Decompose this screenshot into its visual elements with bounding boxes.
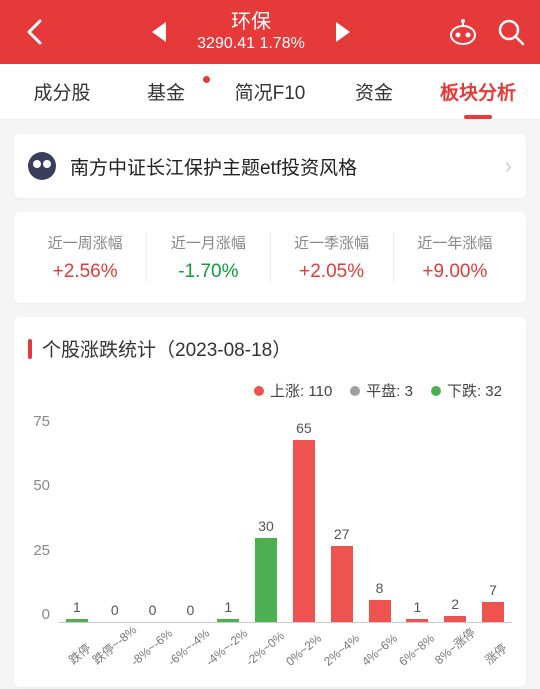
stats-section: 个股涨跌统计（2023-08-18） 上涨: 110 平盘: 3 下跌: 32 75… [14,317,526,687]
legend-dot-icon [350,386,360,396]
bar: 27 [331,546,353,622]
bar-value-label: 8 [376,580,384,596]
legend-dot-icon [254,386,264,396]
assistant-icon[interactable] [446,15,480,49]
y-axis: 7550250 [28,413,58,673]
legend-item-flat: 平盘: 3 [350,380,413,401]
bar: 65 [293,440,315,622]
bar-col: 650%~2% [285,413,323,622]
bar-x-label: -4%~-2% [203,626,250,669]
bar-col: 84%~6% [361,413,399,622]
metric-item: 近一年涨幅 +9.00% [394,232,516,283]
bar-value-label: 7 [489,582,497,598]
bar-x-label: 8%~涨停 [431,624,479,668]
back-button[interactable] [12,19,56,45]
info-card-text: 南方中证长江保护主题etf投资风格 [70,153,505,180]
header-title-block[interactable]: 环保 3290.41 1.78% [197,10,305,55]
bar-chart: 7550250 1跌停0跌停~-8%0-8%~-6%0-6%~-4%1-4%~-… [28,413,512,673]
bar-value-label: 65 [296,420,312,436]
chevron-right-icon: › [505,153,512,179]
bar-col: 0-8%~-6% [134,413,172,622]
bar: 1 [406,619,428,622]
bar-col: 30-2%~0% [247,413,285,622]
tab-成分股[interactable]: 成分股 [10,78,114,105]
bar-value-label: 1 [224,599,232,615]
bar-x-label: 涨停 [481,640,510,668]
metric-item: 近一季涨幅 +2.05% [271,232,394,283]
assistant-avatar-icon [28,152,56,180]
bar: 1 [217,619,239,622]
metric-label: 近一年涨幅 [398,232,512,253]
bar-x-label: 4%~6% [359,631,400,669]
bar-col: 0-6%~-4% [171,413,209,622]
bar-value-label: 27 [334,526,350,542]
info-card[interactable]: 南方中证长江保护主题etf投资风格 › [14,134,526,198]
bar-x-label: -2%~0% [243,629,287,669]
metric-value: +2.05% [275,261,389,283]
chart-legend: 上涨: 110 平盘: 3 下跌: 32 [28,380,512,401]
tab-资金[interactable]: 资金 [322,78,426,105]
bar-value-label: 0 [186,602,194,618]
header-title: 环保 [197,10,305,34]
header-nav: 环保 3290.41 1.78% [56,10,446,55]
header-subtitle: 3290.41 1.78% [197,34,305,55]
legend-item-up: 上涨: 110 [254,380,332,401]
bar: 2 [444,616,466,622]
bar-col: 28%~涨停 [436,413,474,622]
tab-简况F10[interactable]: 简况F10 [218,78,322,105]
bar: 30 [255,538,277,622]
bar-value-label: 0 [149,602,157,618]
metrics-card: 近一周涨幅 +2.56% 近一月涨幅 -1.70% 近一季涨幅 +2.05% 近一年涨幅 +9… [14,212,526,303]
bar-value-label: 30 [258,518,274,534]
metric-item: 近一月涨幅 -1.70% [147,232,270,283]
metric-item: 近一周涨幅 +2.56% [24,232,147,283]
section-title: 个股涨跌统计（2023-08-18） [28,335,512,362]
legend-dot-icon [431,386,441,396]
metric-label: 近一月涨幅 [151,232,265,253]
bar-col: 1跌停 [58,413,96,622]
bar-col: 1-4%~-2% [209,413,247,622]
metric-value: +9.00% [398,261,512,283]
bar-col: 0跌停~-8% [96,413,134,622]
header-actions [446,15,528,49]
bar-value-label: 1 [413,599,421,615]
bar-value-label: 0 [111,602,119,618]
bar-x-label: 2%~4% [321,631,362,669]
search-icon[interactable] [494,15,528,49]
bar-col: 7涨停 [474,413,512,622]
metric-label: 近一周涨幅 [28,232,142,253]
tab-bar: 成分股基金简况F10资金板块分析 [0,64,540,120]
bar-x-label: 0%~2% [283,631,324,669]
next-stock-button[interactable] [325,22,361,42]
bar: 8 [369,600,391,622]
content-area: 南方中证长江保护主题etf投资风格 › 近一周涨幅 +2.56% 近一月涨幅 -1.7… [0,120,540,687]
app-header: 环保 3290.41 1.78% [0,0,540,64]
bar-x-label: 6%~8% [397,631,438,669]
legend-item-down: 下跌: 32 [431,380,502,401]
bars-area: 1跌停0跌停~-8%0-8%~-6%0-6%~-4%1-4%~-2%30-2%~… [58,413,512,623]
bar-value-label: 1 [73,599,81,615]
bar: 7 [482,602,504,622]
metric-value: -1.70% [151,261,265,283]
bar-col: 16%~8% [398,413,436,622]
bar-value-label: 2 [451,596,459,612]
metric-value: +2.56% [28,261,142,283]
bar: 1 [66,619,88,622]
prev-stock-button[interactable] [141,22,177,42]
tab-基金[interactable]: 基金 [114,78,218,105]
bar-col: 272%~4% [323,413,361,622]
tab-板块分析[interactable]: 板块分析 [426,78,530,105]
metric-label: 近一季涨幅 [275,232,389,253]
